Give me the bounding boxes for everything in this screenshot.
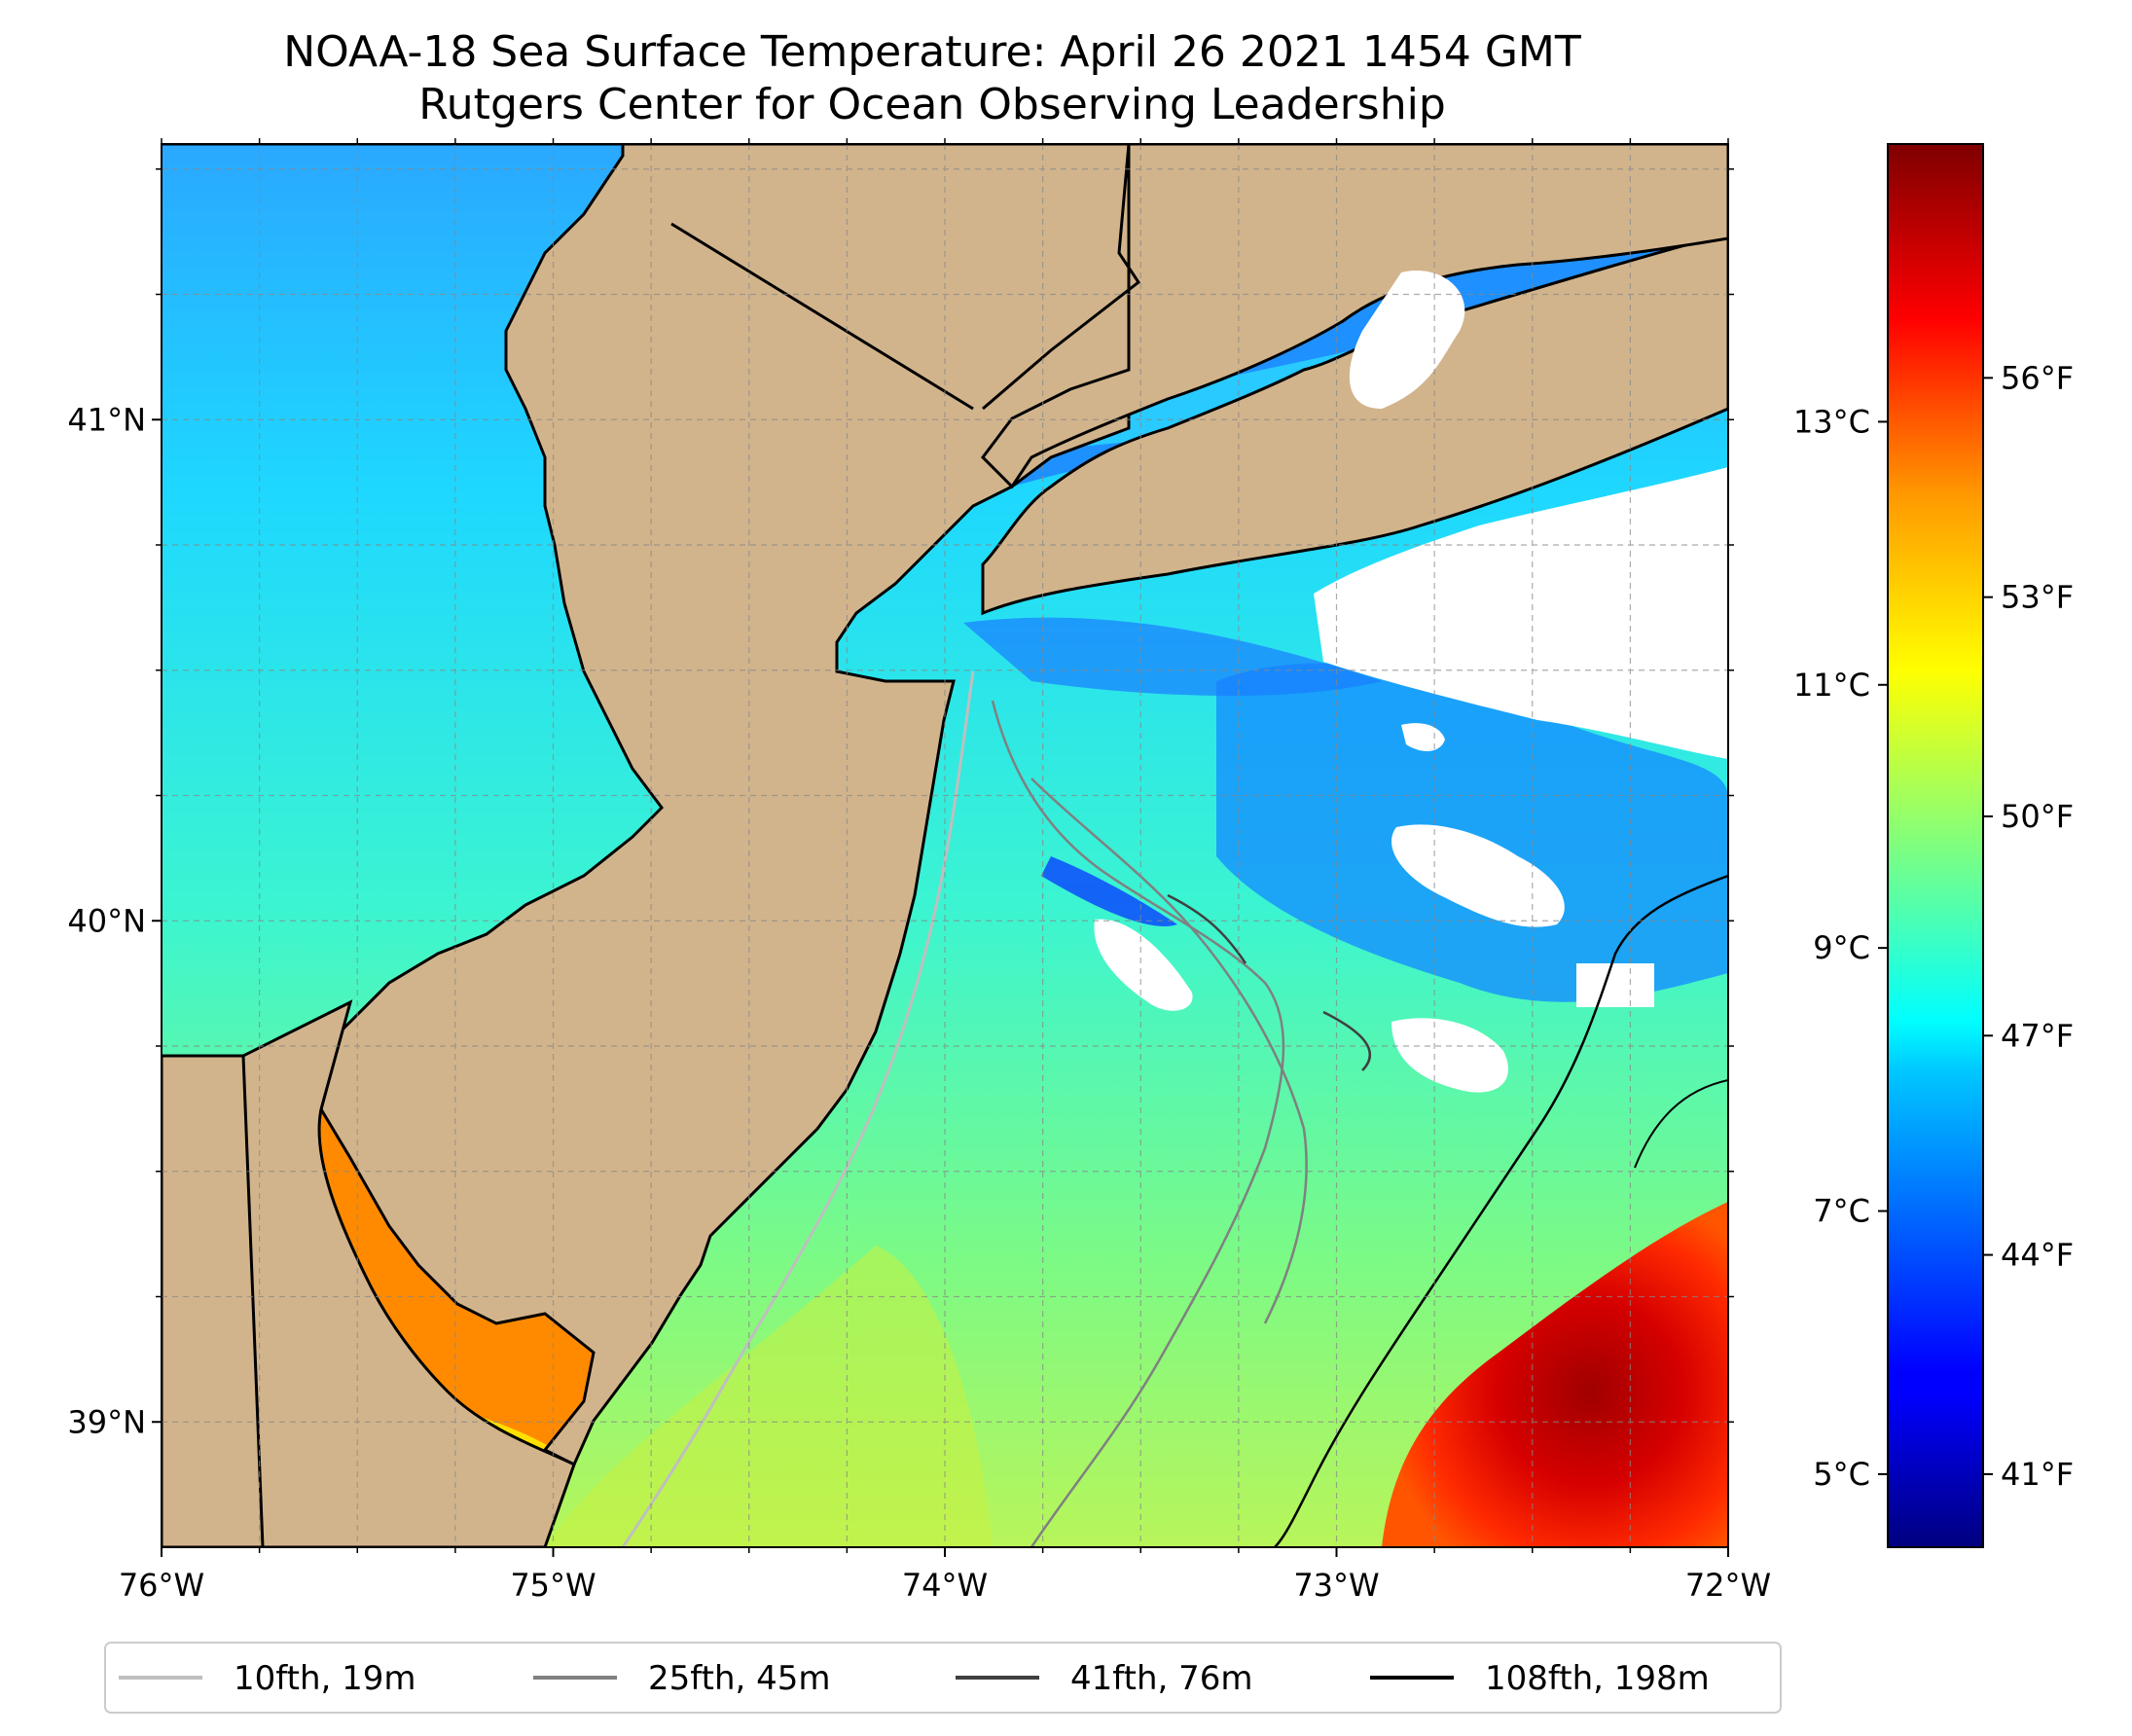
colorbar-celsius-tick-label: 7°C: [1813, 1193, 1870, 1230]
lon-tick-group: 76°W 75°W 74°W 73°W 72°W: [119, 138, 1771, 1604]
colorbar-fahrenheit-tick-label: 56°F: [2001, 359, 2074, 396]
title-line-2: Rutgers Center for Ocean Observing Leade…: [418, 80, 1446, 129]
cold-patch: [963, 617, 1382, 696]
contour-41fth: [1167, 893, 1247, 964]
grid-lines: [162, 144, 1728, 1547]
lat-tick-group: 41°N 40°N 39°N: [67, 168, 1734, 1440]
contour-25fth: [991, 700, 1285, 1547]
contour-25fth: [1030, 778, 1308, 1324]
colorbar-fahrenheit-tick-label: 50°F: [2001, 798, 2074, 835]
lon-tick-label: 72°W: [1685, 1567, 1771, 1604]
colorbar-fahrenheit-tick-label: 41°F: [2001, 1456, 2074, 1493]
land-connecticut: [981, 144, 1728, 489]
lon-tick-label: 73°W: [1293, 1567, 1379, 1604]
lon-tick-label: 75°W: [510, 1567, 596, 1604]
lat-tick-label: 39°N: [67, 1403, 146, 1440]
colorbar-celsius-tick-label: 5°C: [1813, 1456, 1870, 1493]
legend-label: 41fth, 76m: [1070, 1659, 1253, 1698]
contour-41fth: [1322, 1010, 1372, 1071]
legend-label: 108fth, 198m: [1485, 1659, 1710, 1698]
state-border: [982, 144, 1141, 411]
lat-tick-label: 40°N: [67, 902, 146, 939]
lat-tick-label: 41°N: [67, 401, 146, 438]
contour-10fth: [621, 670, 975, 1547]
land-delmarva: [162, 999, 576, 1547]
legend-box: [104, 1642, 1782, 1714]
cloud-patch: [1094, 919, 1193, 1011]
cloud-patch: [1349, 271, 1465, 409]
cloud-patch: [1391, 824, 1565, 927]
cold-patch: [1041, 856, 1177, 926]
warm-eddy: [1382, 1202, 1728, 1547]
state-border: [670, 222, 974, 411]
colorbar: [1887, 143, 1984, 1548]
land-mainland: [162, 144, 1131, 1467]
colorbar-celsius-ticks: 13°C 11°C 9°C 7°C 5°C: [1793, 403, 1888, 1493]
colorbar-celsius-tick-label: 11°C: [1793, 667, 1870, 704]
cold-patch: [1216, 663, 1728, 1002]
legend: 10fth, 19m 25fth, 45m 41fth, 76m 108fth, 19…: [119, 1659, 1710, 1698]
cloud-patch: [1391, 1018, 1508, 1093]
legend-label: 10fth, 19m: [234, 1659, 416, 1698]
lon-tick-label: 74°W: [902, 1567, 988, 1604]
colorbar-celsius-tick-label: 9°C: [1813, 929, 1870, 966]
cloud-patch: [1576, 963, 1654, 1007]
warm-nearshore: [545, 1246, 993, 1547]
delaware-bay-warm: [319, 1109, 594, 1465]
contour-108fth: [1634, 1079, 1728, 1169]
legend-label: 25fth, 45m: [648, 1659, 831, 1698]
colorbar-fahrenheit-ticks: 56°F 53°F 50°F 47°F 44°F 41°F: [1983, 359, 2074, 1493]
cloud-patch: [1314, 467, 1728, 759]
lon-tick-label: 76°W: [119, 1567, 204, 1604]
colorbar-celsius-tick-label: 13°C: [1793, 403, 1870, 440]
colorbar-fahrenheit-tick-label: 44°F: [2001, 1237, 2074, 1274]
contour-108fth: [1274, 874, 1728, 1547]
title-line-1: NOAA-18 Sea Surface Temperature: April 2…: [283, 27, 1581, 77]
colorbar-fahrenheit-tick-label: 47°F: [2001, 1017, 2074, 1054]
colorbar-fahrenheit-tick-label: 53°F: [2001, 579, 2074, 616]
map-area: [162, 144, 1728, 1547]
